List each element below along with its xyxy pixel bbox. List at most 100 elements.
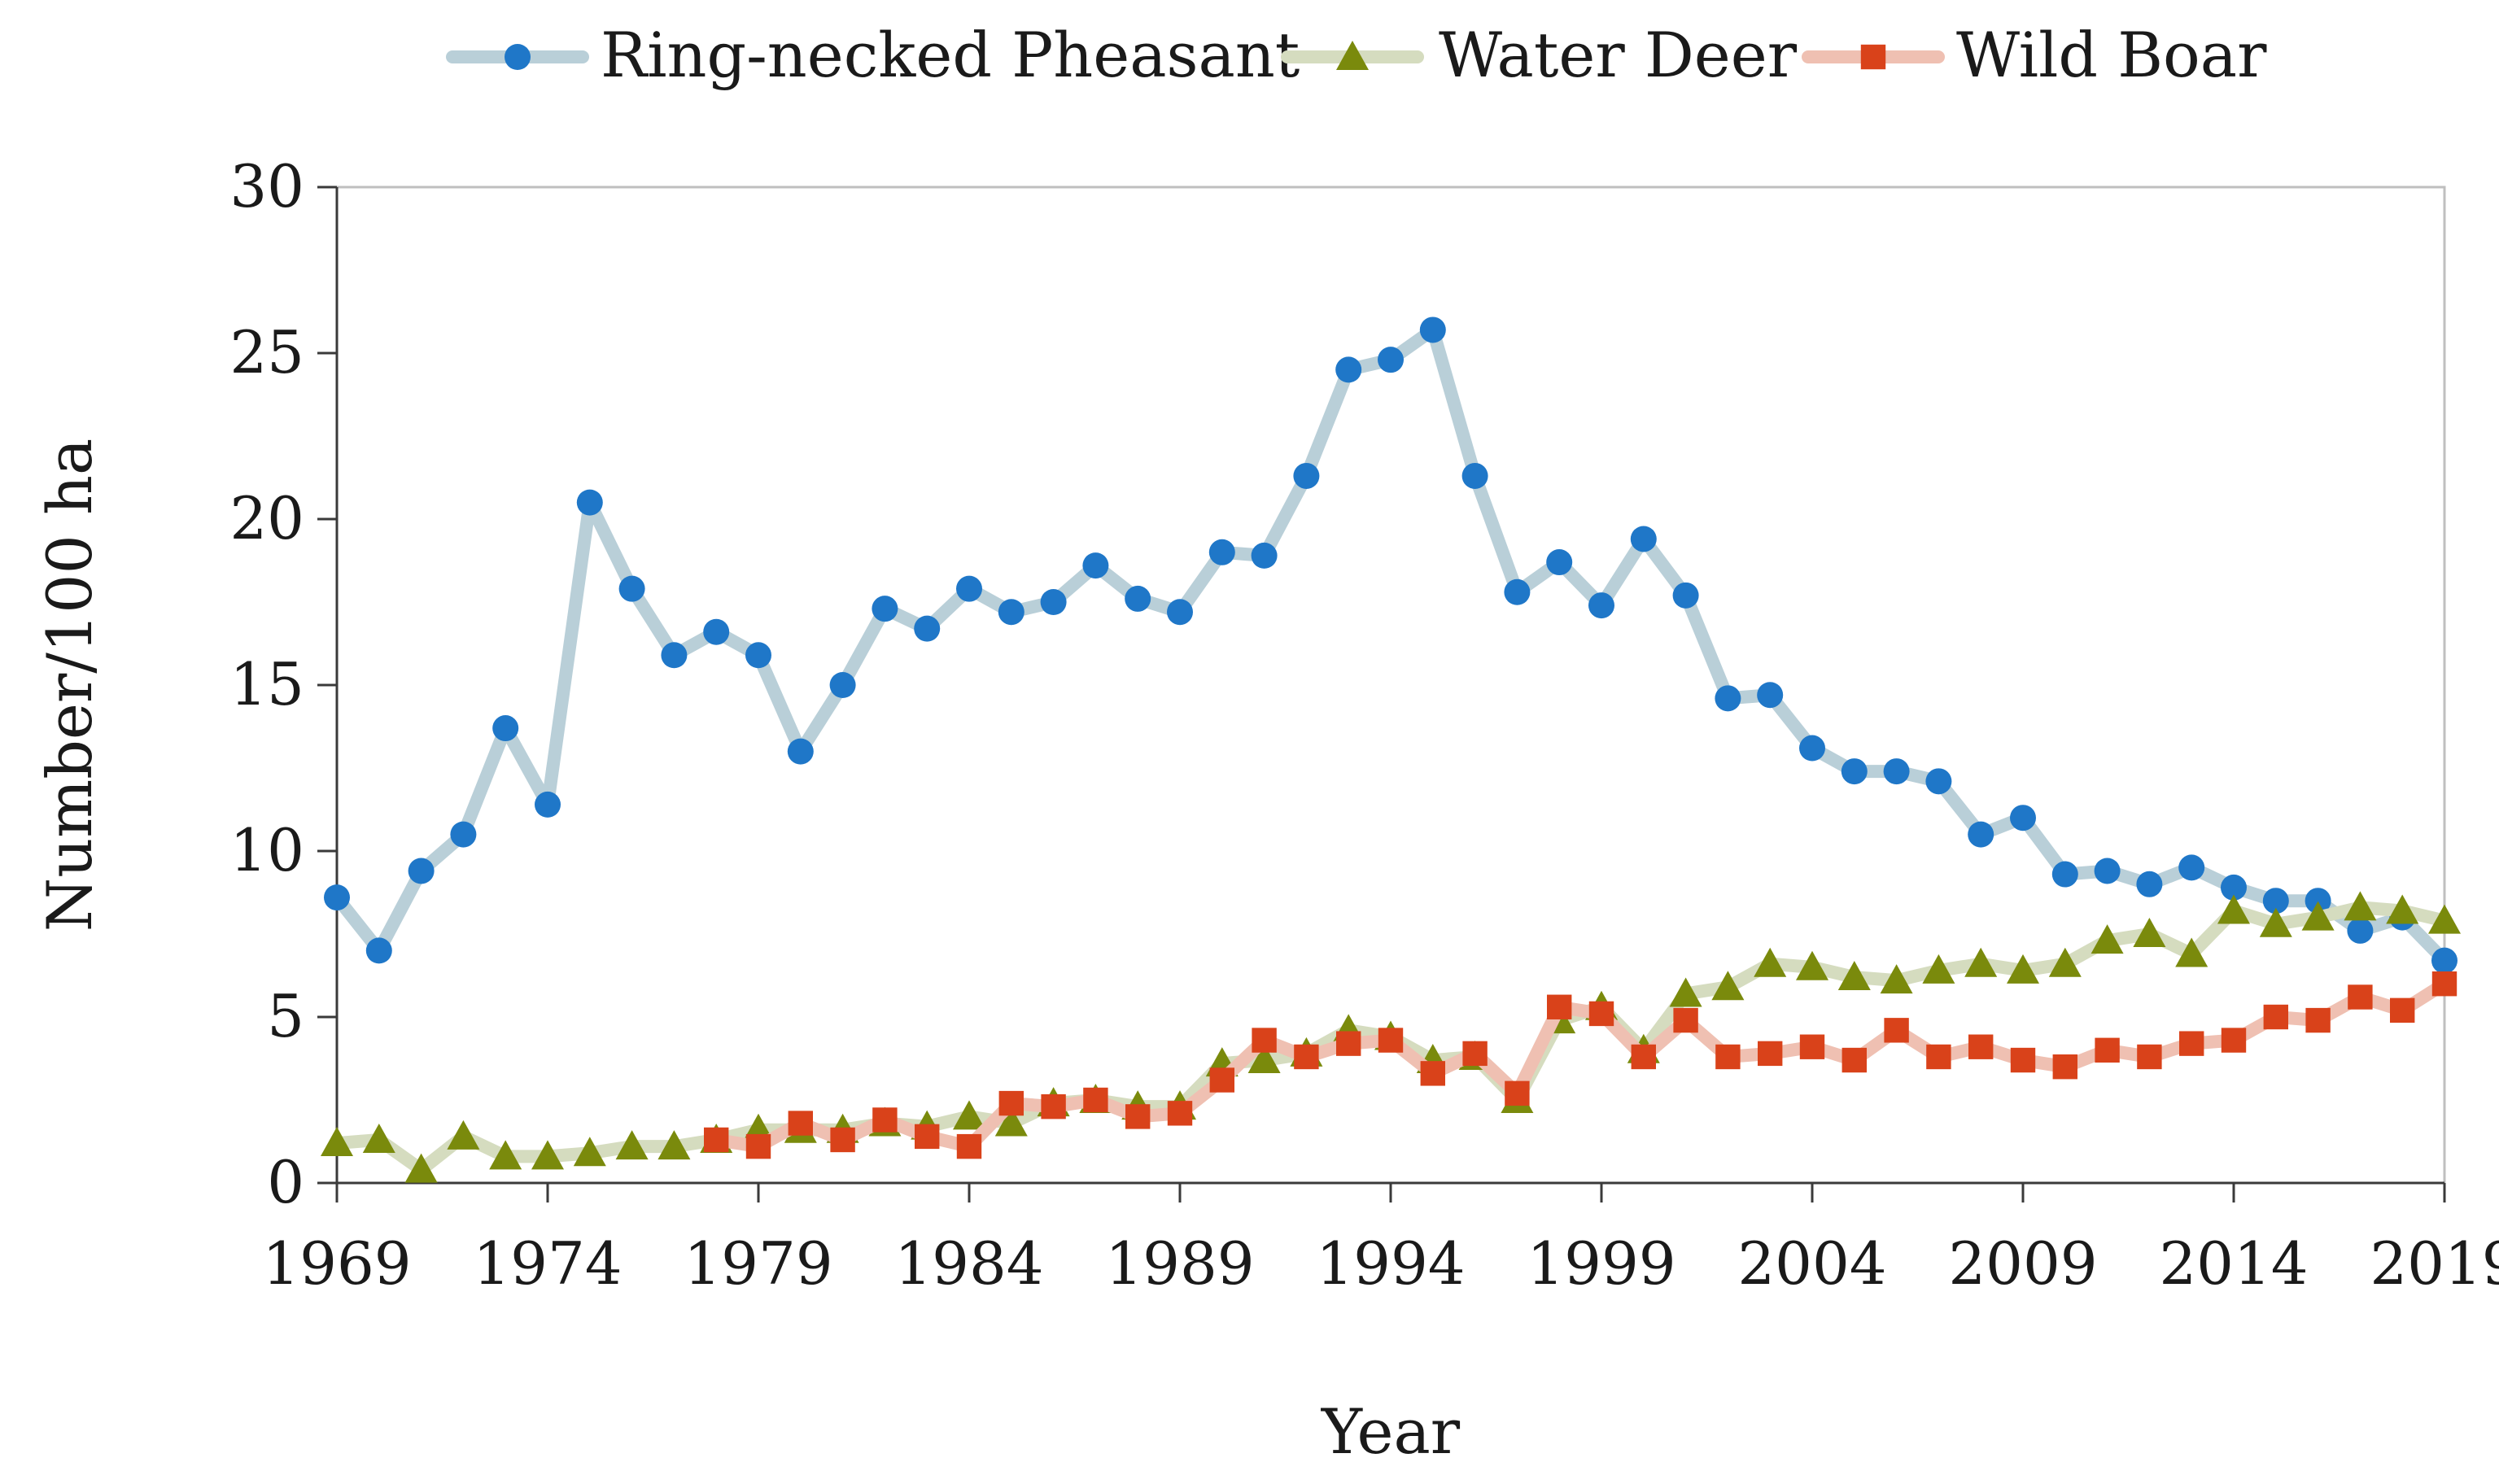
data-point [2052, 1054, 2077, 1080]
x-axis-title: Year [1321, 1395, 1461, 1468]
data-point [1964, 947, 1998, 977]
data-point [1125, 1104, 1151, 1129]
data-point [1799, 1034, 1825, 1059]
data-point [1125, 585, 1151, 612]
x-tick-label: 1989 [1105, 1229, 1254, 1298]
data-point [1631, 1044, 1656, 1070]
legend: Ring-necked Pheasant Water Deer Wild Boar [446, 19, 2267, 91]
data-point [1547, 994, 1572, 1019]
data-point [872, 596, 898, 622]
data-point [576, 489, 603, 516]
data-point [1711, 971, 1745, 1001]
data-point [1837, 961, 1871, 991]
data-point [2007, 954, 2039, 984]
data-point [2262, 888, 2289, 914]
data-point [2051, 861, 2078, 888]
data-point [1796, 950, 1828, 980]
data-point [1588, 592, 1614, 619]
x-tick-label: 1994 [1316, 1229, 1465, 1298]
data-point [788, 1111, 813, 1136]
data-point [745, 1133, 771, 1159]
data-point [2431, 971, 2457, 997]
data-point [994, 1106, 1028, 1137]
data-point [321, 1127, 353, 1157]
series-wild-boar [704, 971, 2457, 1159]
data-point [2095, 1037, 2120, 1063]
data-point [2221, 1028, 2247, 1053]
data-point [1167, 1101, 1193, 1126]
data-point [2305, 1007, 2331, 1033]
x-tick-label: 1969 [262, 1229, 411, 1298]
data-point [2179, 1031, 2204, 1056]
data-point [1546, 549, 1573, 576]
data-point [489, 1140, 522, 1170]
data-point [2348, 984, 2373, 1010]
data-point [2347, 917, 2374, 944]
data-point [2010, 805, 2036, 831]
data-point [2136, 871, 2163, 897]
x-tick-label: 2009 [1948, 1229, 2097, 1298]
x-tick-label: 1984 [894, 1229, 1043, 1298]
data-point [1715, 1044, 1741, 1070]
y-tick-label: 30 [229, 152, 304, 220]
data-point [1880, 964, 1913, 994]
data-point [1925, 768, 1952, 795]
data-point [1378, 1028, 1404, 1053]
data-point [492, 715, 519, 742]
x-tick-label: 2004 [1737, 1229, 1886, 1298]
data-point [1420, 1061, 1445, 1086]
data-point [450, 821, 477, 848]
data-point [1968, 821, 1994, 848]
y-tick-label: 20 [229, 484, 304, 552]
data-point [2010, 1047, 2036, 1073]
data-point [1167, 599, 1193, 626]
data-point [2428, 904, 2461, 934]
data-point [872, 1107, 898, 1133]
data-point [1672, 582, 1699, 609]
data-point [615, 1130, 649, 1160]
data-point [703, 618, 730, 645]
data-point [618, 575, 645, 602]
data-point [365, 937, 392, 964]
data-point [1251, 542, 1278, 569]
data-point [2431, 947, 2457, 974]
x-tick-label: 1999 [1527, 1229, 1675, 1298]
data-point [745, 642, 771, 669]
data-point [998, 1090, 1024, 1116]
legend-label: Ring-necked Pheasant [601, 19, 1300, 91]
legend-item-wild-boar: Wild Boar [1802, 19, 2267, 91]
legend-swatch-marker [1336, 41, 1369, 70]
data-point [447, 1120, 480, 1150]
data-point [2048, 947, 2082, 977]
data-point [2178, 854, 2205, 881]
data-point [1799, 735, 1825, 762]
data-point [2175, 937, 2208, 967]
legend-item-ring-necked-pheasant: Ring-necked Pheasant [446, 19, 1300, 91]
x-tick-label: 2014 [2159, 1229, 2308, 1298]
data-point [1968, 1034, 1994, 1059]
x-axis-ticks: 1969 1974 1979 1984 1989 1994 1999 2004 2009 2014… [262, 1183, 2499, 1298]
series-ring-necked-pheasant [324, 316, 2457, 974]
data-point [1926, 1044, 1951, 1070]
y-axis-ticks: 0 5 10 15 20 25 30 [229, 152, 337, 1216]
data-point [2305, 888, 2331, 914]
data-point [704, 1127, 729, 1153]
data-point [1758, 1041, 1783, 1067]
data-point [362, 1123, 395, 1153]
data-point [1461, 462, 1488, 489]
data-point [1504, 578, 1531, 605]
data-point [2137, 1044, 2162, 1070]
data-point [2344, 891, 2377, 921]
data-point [1715, 685, 1741, 712]
data-point [661, 642, 688, 669]
x-tick-label: 2019 [2370, 1229, 2499, 1298]
data-point [1378, 347, 1404, 373]
y-tick-label: 5 [267, 982, 304, 1050]
data-point [1208, 539, 1235, 565]
data-point [531, 1140, 564, 1170]
legend-swatch-marker [1860, 44, 1886, 70]
data-point [573, 1137, 606, 1167]
y-tick-label: 10 [229, 816, 304, 884]
legend-label: Water Deer [1439, 19, 1798, 91]
